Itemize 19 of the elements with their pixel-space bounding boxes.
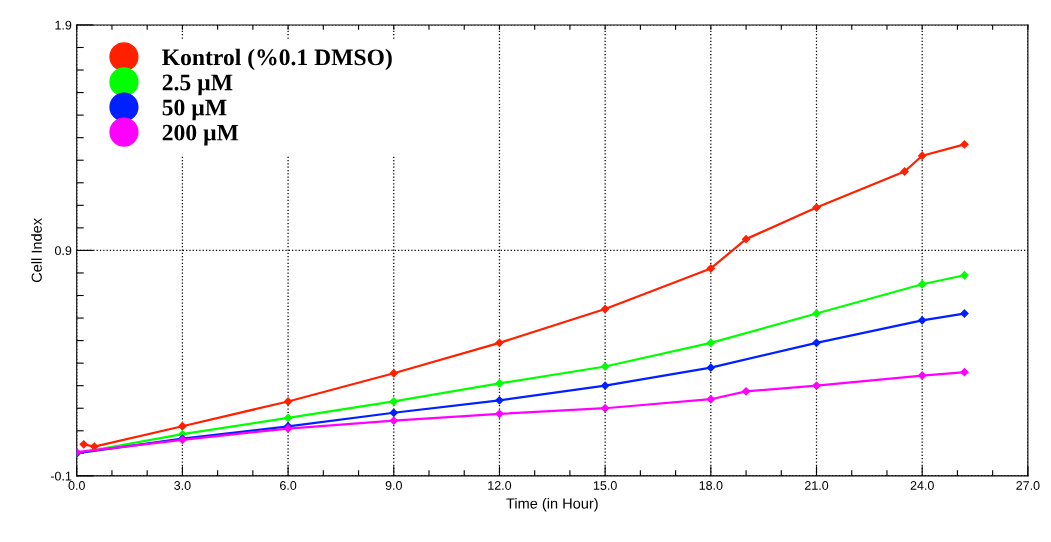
legend-label: Kontrol (%0.1 DMSO) [162,48,392,71]
y-axis-title: Cell Index [31,218,42,283]
x-tick-label: 21.0 [804,481,829,490]
x-axis-title: Time (in Hour) [506,497,598,512]
y-tick-label: -0.1 [50,471,72,481]
x-tick-label: 12.0 [488,481,512,490]
x-tick-label: 9.0 [385,481,402,490]
x-tick-label: 3.0 [174,481,191,490]
x-tick-label: 6.0 [280,481,297,490]
x-tick-label: 0.0 [68,481,85,490]
x-tick-label: 24.0 [910,481,934,490]
y-tick-label: 1.9 [55,20,72,30]
y-tick-label: 0.9 [54,246,72,256]
x-tick-label: 27.0 [1016,481,1040,490]
legend-label: 50 µM [162,99,227,121]
x-tick-label: 18.0 [699,481,723,490]
legend-label: 200 µM [162,124,239,146]
legend-label: 2.5 µM [162,74,233,96]
x-tick-label: 15.0 [593,481,617,490]
